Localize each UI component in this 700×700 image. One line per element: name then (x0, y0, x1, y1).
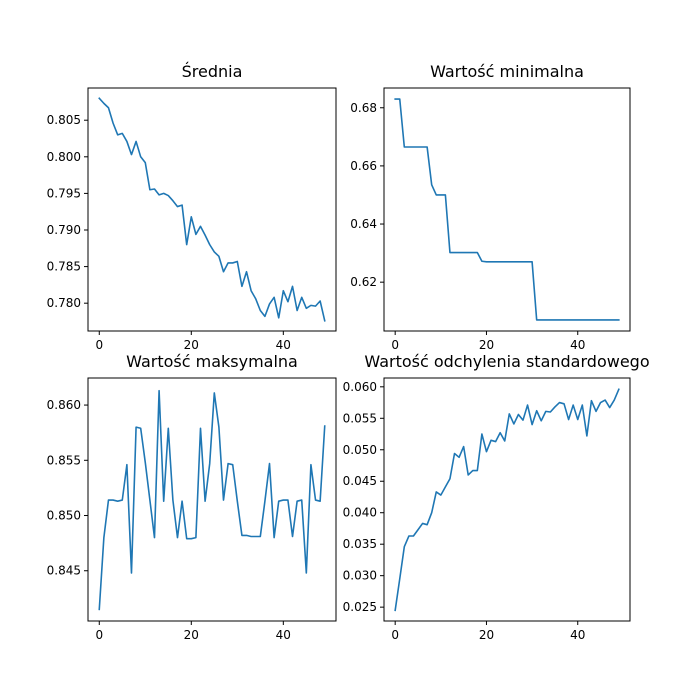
subplot-title: Wartość maksymalna (126, 352, 298, 371)
y-tick-label: 0.850 (47, 509, 81, 523)
subplot-1: Średnia 0 20 40 0.780 0.785 0.790 0.795 0.800 0.8… (47, 62, 337, 352)
y-tick-label: 0.785 (47, 260, 81, 274)
x-tick-label: 0 (391, 338, 399, 352)
subplot-3: Wartość maksymalna 0 20 40 0.845 0.850 0.855 0.… (47, 352, 337, 642)
x-tick-label: 20 (184, 338, 199, 352)
x-tick-label: 20 (479, 338, 494, 352)
y-tick-label: 0.790 (47, 223, 81, 237)
y-tick-label: 0.68 (350, 101, 377, 115)
y-tick-label: 0.035 (343, 537, 377, 551)
x-tick-label: 0 (391, 628, 399, 642)
x-tick-label: 40 (570, 338, 585, 352)
series-line-1 (98, 97, 326, 322)
x-tick-label: 40 (570, 628, 585, 642)
y-tick-label: 0.050 (343, 443, 377, 457)
subplot-2: Wartość minimalna 0 20 40 0.62 0.64 0.66 0.68 (350, 62, 631, 352)
y-tick-label: 0.040 (343, 506, 377, 520)
series-line-1 (394, 98, 620, 321)
axes-frame (383, 87, 631, 332)
y-tick-label: 0.780 (47, 296, 81, 310)
y-tick-label: 0.800 (47, 150, 81, 164)
subplot-title: Wartość minimalna (430, 62, 584, 81)
y-tick-label: 0.62 (350, 275, 377, 289)
y-tick-label: 0.045 (343, 474, 377, 488)
subplot-title: Wartość odchylenia standardowego (364, 352, 649, 371)
y-tick-label: 0.66 (350, 159, 377, 173)
x-tick-label: 40 (276, 628, 291, 642)
y-tick-label: 0.860 (47, 398, 81, 412)
y-tick-label: 0.030 (343, 569, 377, 583)
y-tick-label: 0.060 (343, 380, 377, 394)
x-tick-label: 0 (95, 628, 103, 642)
y-tick-label: 0.805 (47, 113, 81, 127)
y-tick-label: 0.055 (343, 411, 377, 425)
y-tick-label: 0.855 (47, 453, 81, 467)
x-tick-label: 0 (95, 338, 103, 352)
x-tick-label: 20 (479, 628, 494, 642)
subplot-4: Wartość odchylenia standardowego 0 20 40 0.0… (343, 352, 650, 642)
series-line-1 (394, 388, 620, 612)
series-line-1 (98, 389, 326, 611)
x-tick-label: 20 (184, 628, 199, 642)
axes-frame (87, 377, 337, 622)
x-tick-label: 40 (276, 338, 291, 352)
axes-frame (87, 87, 337, 332)
y-tick-label: 0.025 (343, 600, 377, 614)
axes-frame (383, 377, 631, 622)
subplot-title: Średnia (182, 62, 243, 81)
y-tick-label: 0.845 (47, 564, 81, 578)
y-tick-label: 0.795 (47, 186, 81, 200)
y-tick-label: 0.64 (350, 217, 377, 231)
